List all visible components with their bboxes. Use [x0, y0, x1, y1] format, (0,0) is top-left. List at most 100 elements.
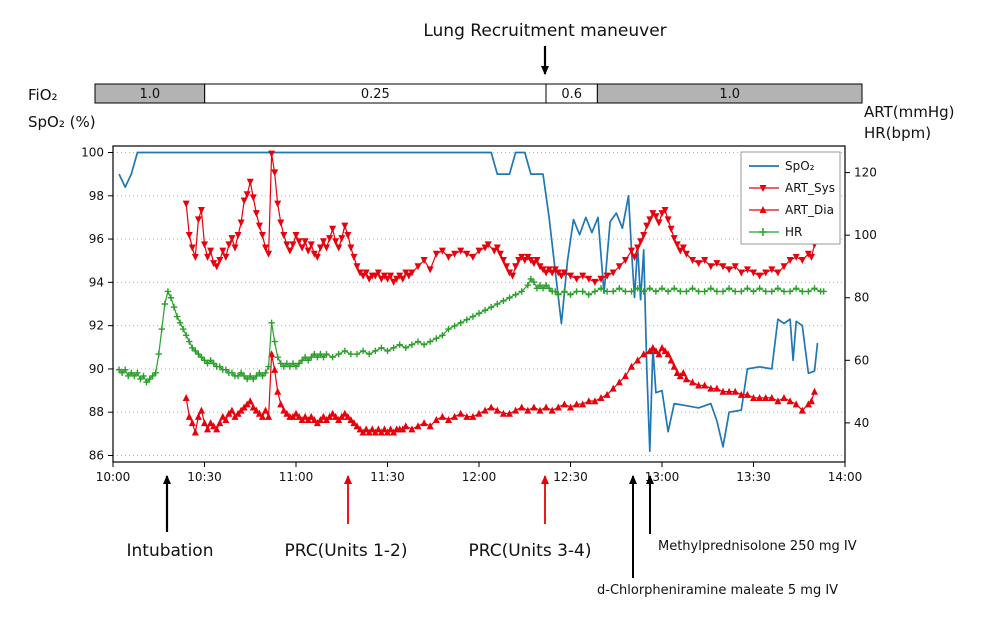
plus-marker-icon — [634, 285, 641, 292]
triangle-down-marker-icon — [655, 219, 663, 227]
plus-marker-icon — [265, 363, 272, 370]
triangle-down-marker-icon — [384, 275, 391, 283]
triangle-down-marker-icon — [298, 244, 306, 252]
triangle-up-marker-icon — [188, 419, 196, 427]
triangle-up-marker-icon — [197, 406, 205, 414]
plus-marker-icon — [524, 282, 531, 289]
triangle-down-marker-icon — [750, 269, 757, 277]
plus-marker-icon — [164, 288, 172, 295]
triangle-up-marker-icon — [506, 409, 513, 417]
triangle-down-marker-icon — [207, 247, 215, 255]
triangle-up-marker-icon — [774, 397, 782, 405]
plus-marker-icon — [320, 353, 327, 361]
triangle-down-marker-icon — [521, 256, 529, 264]
triangle-down-marker-icon — [185, 231, 193, 239]
triangle-down-marker-icon — [335, 244, 343, 252]
triangle-down-marker-icon — [262, 244, 269, 252]
plus-marker-icon — [274, 353, 281, 361]
triangle-up-marker-icon — [262, 406, 269, 414]
triangle-down-marker-icon — [640, 231, 648, 239]
plus-marker-icon — [134, 369, 141, 377]
triangle-up-marker-icon — [457, 409, 465, 417]
plus-marker-icon — [500, 297, 507, 305]
triangle-down-marker-icon — [631, 253, 639, 261]
triangle-down-marker-icon — [792, 253, 800, 261]
plus-marker-icon — [457, 319, 464, 326]
triangle-up-marker-icon — [530, 403, 538, 411]
plus-marker-icon — [204, 360, 211, 367]
plus-marker-icon — [167, 294, 175, 301]
triangle-down-marker-icon — [731, 263, 739, 271]
plus-marker-icon — [451, 322, 458, 330]
plus-marker-icon — [384, 347, 391, 355]
plus-marker-icon — [115, 366, 123, 373]
series-0 — [118, 151, 819, 453]
triangle-down-marker-icon — [615, 263, 623, 271]
fio2-segment-value: 1.0 — [719, 87, 740, 102]
plus-marker-icon — [131, 372, 138, 380]
triangle-up-marker-icon — [194, 412, 202, 420]
plus-marker-icon — [750, 288, 757, 295]
plus-marker-icon — [161, 300, 169, 308]
triangle-down-marker-icon — [496, 250, 504, 258]
triangle-down-marker-icon — [353, 263, 361, 271]
plus-marker-icon — [774, 285, 782, 292]
fio2-segment — [596, 83, 863, 104]
methylprednisolone-label: Methylprednisolone 250 mg IV — [658, 539, 857, 554]
triangle-up-marker-icon — [655, 350, 663, 358]
plus-marker-icon — [262, 369, 269, 377]
triangle-down-marker-icon — [213, 263, 221, 271]
plus-marker-icon — [707, 285, 714, 292]
triangle-up-marker-icon — [420, 419, 428, 427]
triangle-down-marker-icon — [658, 210, 666, 218]
triangle-up-marker-icon — [807, 397, 815, 405]
plus-marker-icon — [695, 288, 702, 295]
triangle-down-marker-icon — [670, 235, 678, 243]
triangle-up-marker-icon — [347, 415, 355, 423]
triangle-down-marker-icon — [234, 231, 242, 239]
plus-marker-icon — [494, 300, 501, 308]
triangle-down-marker-icon — [365, 275, 373, 283]
triangle-up-marker-icon — [518, 403, 526, 411]
axis-ticks: 10:00 10:30 11:00 11:30 12:00 12:30 13:00 13:30… — [81, 145, 877, 484]
plus-marker-icon — [289, 360, 297, 367]
triangle-down-marker-icon — [204, 253, 212, 261]
x-tick-label: 11:00 — [279, 470, 314, 484]
plus-marker-icon — [591, 288, 599, 295]
triangle-down-marker-icon — [457, 247, 465, 255]
triangle-up-marker-icon — [438, 412, 446, 420]
plus-marker-icon — [768, 288, 775, 295]
triangle-up-marker-icon — [469, 412, 477, 420]
triangle-down-marker-icon — [673, 241, 681, 249]
triangle-up-marker-icon — [573, 400, 581, 408]
triangle-up-marker-icon — [204, 425, 212, 433]
triangle-up-marker-icon — [353, 422, 361, 430]
triangle-down-marker-icon — [664, 216, 672, 224]
triangle-down-marker-icon — [643, 222, 651, 230]
plus-marker-icon — [402, 344, 409, 352]
plus-marker-icon — [616, 285, 623, 292]
plus-marker-icon — [427, 338, 434, 345]
plus-marker-icon — [140, 372, 147, 380]
right-axis-label-art: ART(mmHg) — [864, 103, 954, 121]
triangle-down-marker-icon — [737, 269, 745, 277]
x-tick-label: 13:30 — [736, 470, 771, 484]
left-tick-label: 94 — [89, 275, 104, 289]
triangle-down-marker-icon — [188, 244, 196, 252]
triangle-down-marker-icon — [243, 191, 251, 199]
triangle-down-marker-icon — [408, 269, 416, 277]
triangle-up-marker-icon — [554, 403, 562, 411]
x-tick-label: 14:00 — [828, 470, 863, 484]
triangle-up-marker-icon — [499, 409, 507, 417]
triangle-up-marker-icon — [350, 419, 358, 427]
plus-marker-icon — [125, 372, 132, 380]
triangle-up-marker-icon — [661, 347, 669, 355]
triangle-up-marker-icon — [332, 412, 340, 420]
left-tick-label: 100 — [81, 145, 104, 159]
triangle-down-marker-icon — [719, 263, 727, 271]
triangle-up-marker-icon — [695, 381, 703, 389]
plus-marker-icon — [259, 372, 266, 380]
plus-marker-icon — [756, 285, 763, 292]
triangle-up-marker-icon — [670, 362, 678, 370]
x-tick-label: 10:00 — [96, 470, 131, 484]
